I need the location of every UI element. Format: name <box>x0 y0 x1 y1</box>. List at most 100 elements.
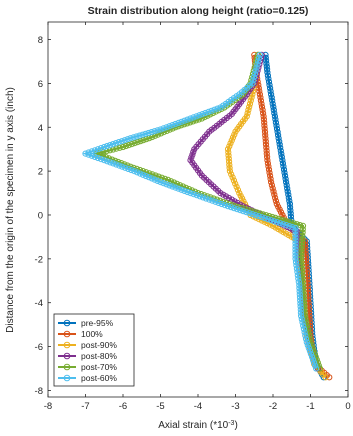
data-point <box>285 194 292 201</box>
x-axis-label-main: Axial strain (*10 <box>158 420 228 431</box>
data-point <box>263 144 270 151</box>
data-point <box>221 202 228 209</box>
data-point <box>133 133 140 140</box>
data-point <box>264 157 271 164</box>
data-point <box>272 119 279 126</box>
data-point <box>266 81 273 89</box>
data-point <box>289 224 296 231</box>
data-point <box>94 154 102 162</box>
data-point <box>169 183 176 190</box>
data-point <box>247 97 254 104</box>
data-point <box>282 172 289 179</box>
data-point <box>270 188 277 195</box>
data-point <box>280 166 288 173</box>
y-tick-label: -4 <box>35 298 43 309</box>
data-point <box>293 262 300 269</box>
data-point <box>209 197 216 204</box>
data-point <box>292 246 299 253</box>
data-point <box>299 272 306 279</box>
data-point <box>157 126 164 133</box>
data-point <box>286 197 293 204</box>
data-point <box>125 165 132 172</box>
data-point <box>248 94 255 101</box>
data-point <box>142 172 149 180</box>
data-point <box>278 150 285 157</box>
data-point <box>136 132 143 139</box>
data-point <box>115 139 122 146</box>
data-point <box>287 213 294 220</box>
data-point <box>254 61 261 68</box>
data-point <box>297 309 304 316</box>
data-point <box>310 359 318 366</box>
legend: pre-95%100%post-90%post-80%post-70%post-… <box>53 313 135 387</box>
data-point <box>91 153 99 160</box>
data-point <box>279 160 286 167</box>
data-point <box>270 103 277 111</box>
data-point <box>293 265 300 272</box>
y-axis-label: Distance from the origin of the specimen… <box>5 87 16 333</box>
data-point <box>190 148 197 155</box>
data-point <box>189 151 196 158</box>
x-axis-label-exponent: -3 <box>228 420 234 427</box>
x-tick-label: -5 <box>156 401 164 412</box>
data-point <box>275 135 282 142</box>
data-point <box>88 152 95 159</box>
data-point <box>308 353 316 360</box>
data-point <box>199 111 206 118</box>
data-point <box>267 85 274 92</box>
data-point <box>260 116 267 123</box>
data-point <box>130 134 137 141</box>
data-point <box>267 175 274 183</box>
data-point <box>229 174 236 181</box>
data-point <box>269 185 276 192</box>
y-tick-label: 2 <box>38 167 43 178</box>
data-point <box>299 275 306 282</box>
data-point <box>226 161 233 168</box>
data-point <box>184 188 191 196</box>
data-point <box>96 151 103 158</box>
data-point <box>110 160 117 167</box>
data-point <box>127 135 134 142</box>
data-point <box>275 132 282 139</box>
data-point <box>263 63 270 70</box>
data-point <box>208 107 215 114</box>
series-layer <box>82 51 333 381</box>
data-point <box>261 119 268 126</box>
data-point <box>226 164 233 172</box>
data-point <box>264 72 271 79</box>
data-point <box>231 205 238 212</box>
data-point <box>300 325 307 333</box>
data-point <box>296 282 303 289</box>
data-point <box>300 285 307 292</box>
data-point <box>298 245 305 253</box>
data-point <box>285 191 292 198</box>
data-point <box>300 291 307 298</box>
data-point <box>109 141 117 148</box>
data-point <box>148 175 155 182</box>
data-point <box>292 240 299 247</box>
data-point <box>296 285 303 292</box>
data-point <box>240 208 247 215</box>
data-point <box>258 214 265 221</box>
data-point <box>261 128 269 136</box>
data-point <box>228 171 235 178</box>
data-point <box>252 67 259 74</box>
data-point <box>306 332 313 339</box>
data-point <box>193 113 200 120</box>
data-point <box>250 77 257 84</box>
y-tick-label: 0 <box>38 210 43 221</box>
data-point <box>269 100 276 107</box>
data-point <box>296 291 303 298</box>
data-point <box>225 152 232 159</box>
legend-entry-label: post-80% <box>81 351 117 361</box>
data-point <box>292 225 299 232</box>
x-tick-label: -8 <box>44 401 52 412</box>
data-point <box>124 136 131 143</box>
data-point <box>139 171 147 178</box>
data-point <box>294 268 301 276</box>
data-point <box>268 182 275 189</box>
data-point <box>262 138 269 145</box>
data-point <box>316 365 323 372</box>
data-point <box>264 216 271 223</box>
data-point <box>259 106 266 114</box>
